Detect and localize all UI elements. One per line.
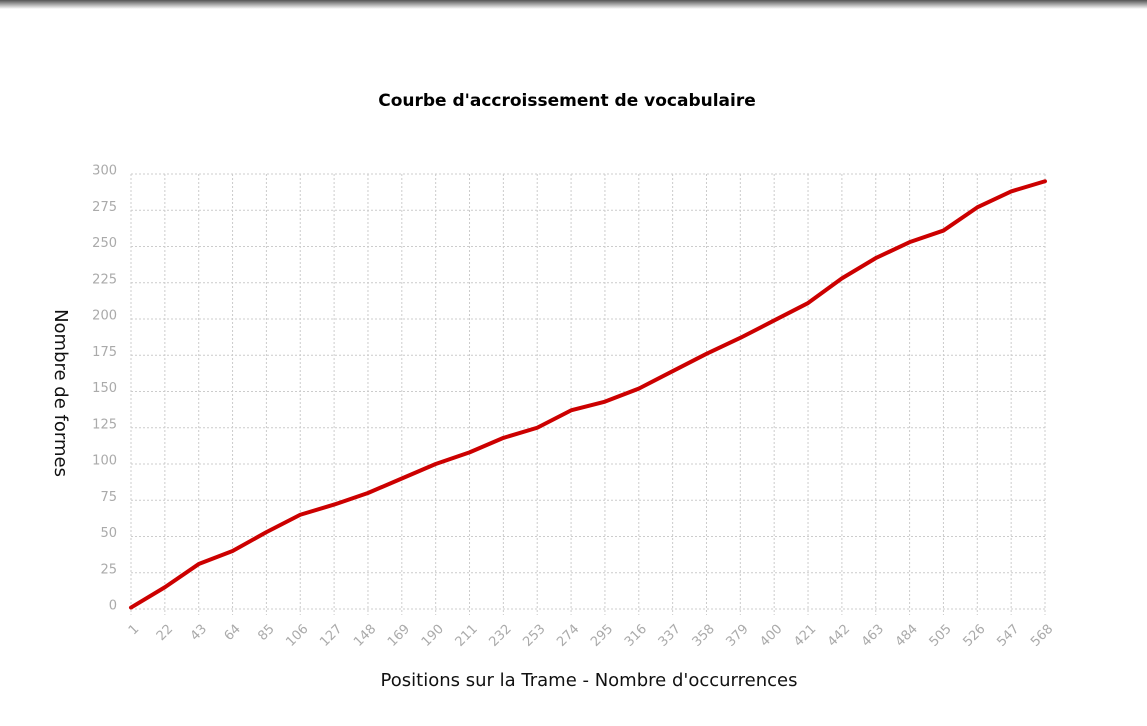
x-tick-label: 211 — [453, 622, 481, 650]
y-tick-label: 175 — [92, 345, 117, 360]
y-tick-label: 125 — [92, 417, 117, 432]
x-tick-label: 421 — [791, 622, 819, 650]
y-tick-label: 225 — [92, 272, 117, 287]
x-tick-label: 568 — [1028, 622, 1056, 650]
x-tick-label: 463 — [859, 622, 887, 650]
y-tick-label: 100 — [92, 454, 117, 469]
x-tick-label: 274 — [554, 622, 582, 650]
x-tick-label: 337 — [656, 622, 684, 650]
x-tick-label: 442 — [825, 622, 853, 650]
x-tick-label: 505 — [927, 622, 955, 650]
y-tick-label: 250 — [92, 236, 117, 251]
y-tick-label: 50 — [100, 526, 117, 541]
x-tick-label: 148 — [351, 622, 379, 650]
x-tick-label: 22 — [154, 622, 176, 644]
y-axis-label: Nombre de formes — [50, 309, 71, 477]
x-tick-label: 316 — [622, 622, 650, 650]
x-tick-label: 43 — [188, 622, 210, 644]
x-axis-label: Positions sur la Trame - Nombre d'occurr… — [381, 670, 798, 691]
top-bar — [0, 0, 1147, 9]
data-line — [129, 179, 1047, 610]
y-tick-label: 25 — [100, 562, 117, 577]
chart-title: Courbe d'accroissement de vocabulaire — [378, 91, 756, 111]
y-tick-label: 0 — [109, 599, 117, 614]
y-tick-label: 300 — [92, 164, 117, 179]
x-tick-label: 358 — [690, 622, 718, 650]
y-tick-label: 150 — [92, 381, 117, 396]
x-tick-label: 232 — [487, 622, 515, 650]
x-tick-label: 379 — [723, 622, 751, 650]
y-tick-label: 200 — [92, 309, 117, 324]
x-tick-label: 295 — [588, 622, 616, 650]
x-tick-label: 253 — [520, 622, 548, 650]
x-tick-label: 64 — [222, 622, 244, 644]
x-tick-label: 484 — [893, 622, 921, 650]
x-tick-label: 106 — [283, 622, 311, 650]
x-tick-label: 85 — [255, 622, 277, 644]
x-tick-label: 400 — [757, 622, 785, 650]
x-tick-label: 190 — [419, 622, 447, 650]
x-tick-label: 127 — [317, 622, 345, 650]
x-tick-label: 1 — [126, 622, 142, 638]
y-tick-label: 75 — [100, 490, 117, 505]
x-tick-label: 526 — [960, 622, 988, 650]
x-tick-label: 547 — [994, 622, 1022, 650]
y-tick-label: 275 — [92, 200, 117, 215]
x-tick-label: 169 — [385, 622, 413, 650]
